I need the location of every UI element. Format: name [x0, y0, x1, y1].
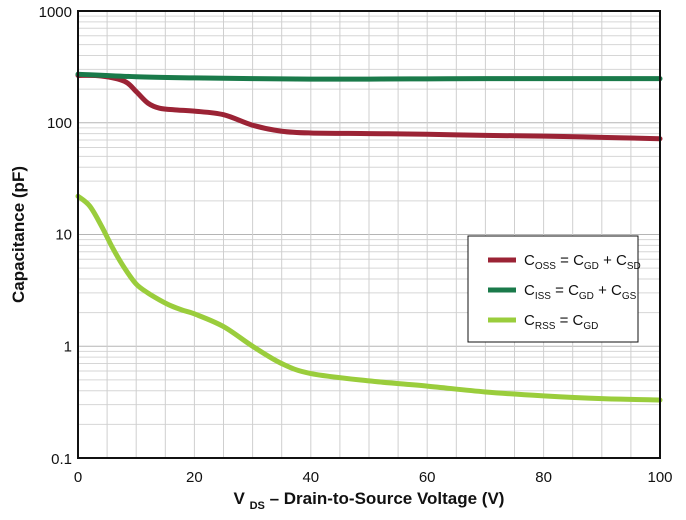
y-tick-label: 1000: [39, 4, 72, 21]
legend-label-part: C: [524, 312, 535, 329]
legend-label-part: ISS: [535, 291, 551, 302]
y-axis-title: Capacitance (pF): [9, 166, 28, 303]
x-axis-title-sub: DS: [250, 500, 265, 512]
legend-label-part: RSS: [535, 321, 556, 332]
legend-label-1: CISS = CGD + CGS: [524, 282, 637, 302]
legend-label-part: = C: [555, 312, 583, 329]
x-axis-title-rest: – Drain-to-Source Voltage (V): [270, 489, 505, 508]
legend-label-part: GD: [583, 321, 598, 332]
legend-label-part: GS: [622, 291, 637, 302]
x-axis-title: V DS – Drain-to-Source Voltage (V): [234, 489, 505, 513]
x-tick-label: 0: [74, 469, 82, 486]
legend-label-part: GD: [584, 261, 599, 272]
legend-label-part: = C: [551, 282, 579, 299]
x-tick-label: 60: [419, 469, 436, 486]
legend-label-0: COSS = CGD + CSD: [524, 252, 641, 272]
legend-label-2: CRSS = CGD: [524, 312, 598, 332]
y-tick-label: 100: [47, 115, 72, 132]
y-tick-label: 1: [64, 338, 72, 355]
series-line-0: [75, 72, 663, 142]
legend-label-part: GD: [579, 291, 594, 302]
plot-frame: [77, 10, 661, 459]
legend-label-part: C: [524, 252, 535, 269]
x-tick-label: 40: [302, 469, 319, 486]
legend-label-part: + C: [594, 282, 622, 299]
legend-label-part: C: [524, 282, 535, 299]
x-tick-labels: 0 20 40 60 80 100: [74, 469, 673, 486]
series-line-1: [75, 71, 663, 82]
legend-label-part: = C: [556, 252, 584, 269]
x-tick-label: 100: [647, 469, 672, 486]
x-axis-title-v: V: [234, 489, 246, 508]
y-tick-label: 0.1: [51, 451, 72, 468]
series-lines: [75, 71, 663, 403]
legend-label-part: SD: [627, 261, 641, 272]
series-line-2: [75, 193, 663, 403]
y-tick-label: 10: [55, 227, 72, 244]
legend-label-part: OSS: [535, 261, 556, 272]
x-tick-label: 20: [186, 469, 203, 486]
x-tick-label: 80: [535, 469, 552, 486]
legend-label-part: + C: [599, 252, 627, 269]
y-tick-labels: 0.1 1 10 100 1000: [39, 4, 72, 468]
